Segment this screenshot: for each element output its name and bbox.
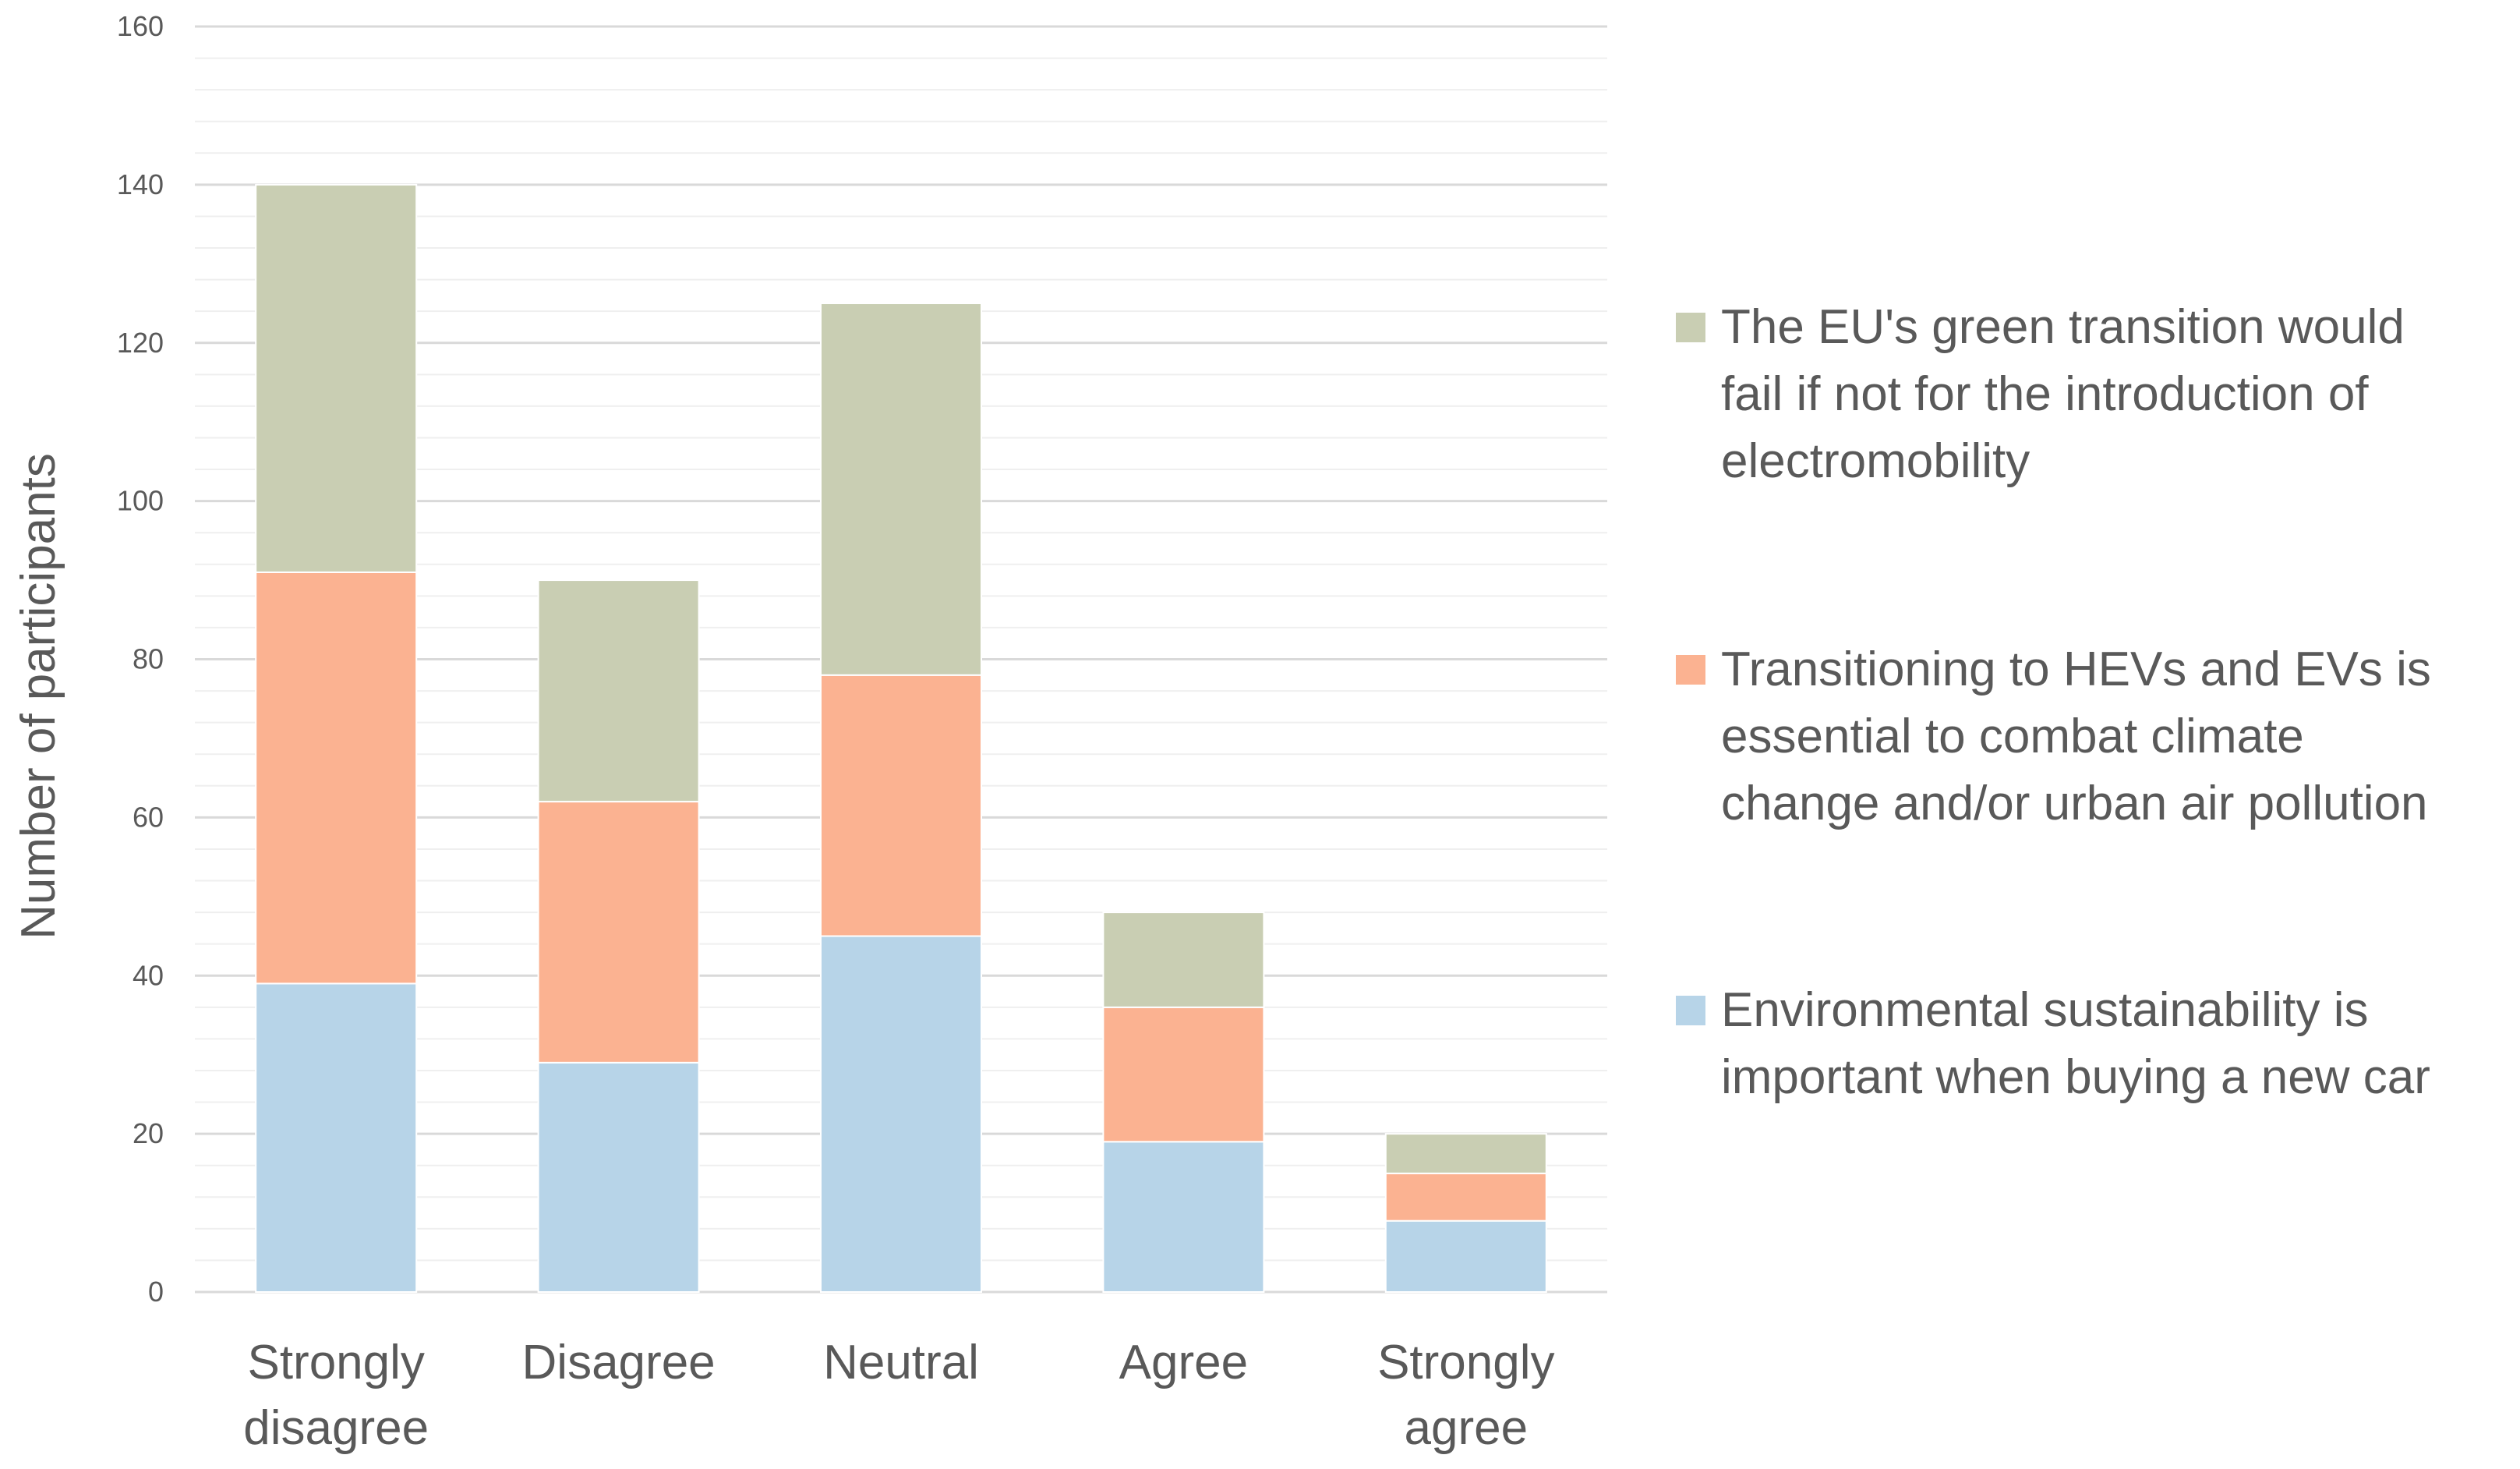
y-tick-label: 140 xyxy=(117,168,164,200)
bar-segment xyxy=(820,935,982,1293)
bar-segment xyxy=(1384,1133,1547,1174)
y-tick-label: 0 xyxy=(148,1276,164,1308)
legend-swatch xyxy=(1676,655,1705,685)
legend-swatch xyxy=(1676,313,1705,342)
bar-segment xyxy=(255,183,418,573)
bar-segment xyxy=(255,571,418,985)
x-category-label: Strongly agree xyxy=(1377,1336,1554,1455)
y-tick-label: 80 xyxy=(133,643,164,675)
y-tick-label: 120 xyxy=(117,327,164,359)
x-category-label: Neutral xyxy=(823,1336,979,1389)
bar-segment xyxy=(1384,1219,1547,1294)
legend-swatch xyxy=(1676,996,1705,1025)
bar-segment xyxy=(537,1061,700,1294)
bar-segment xyxy=(1102,1006,1265,1143)
bar-segment xyxy=(1384,1172,1547,1222)
bar-segment xyxy=(820,674,982,937)
bar-segment xyxy=(537,579,700,803)
legend-label: Environmental sustainability is important… xyxy=(1721,983,2430,1104)
bar-segment xyxy=(1102,1141,1265,1294)
legend-label: Transitioning to HEVs and EVs is essentia… xyxy=(1721,642,2431,830)
x-category-label: Strongly disagree xyxy=(243,1336,429,1455)
y-tick-label: 160 xyxy=(117,10,164,42)
x-axis-categories: Strongly disagree Disagree Neutral Agree Stro… xyxy=(243,1336,1554,1455)
y-axis-label: Number of participants xyxy=(12,453,65,940)
y-tick-label: 20 xyxy=(133,1117,164,1149)
legend-label: The EU's green transition would fail if n… xyxy=(1721,300,2405,488)
y-axis-ticks: 0 20 40 60 80 100 120 140 160 xyxy=(117,10,164,1308)
y-tick-label: 60 xyxy=(133,801,164,833)
bar-segment xyxy=(255,982,418,1294)
bars xyxy=(255,183,1547,1294)
x-category-label: Disagree xyxy=(522,1336,716,1389)
y-tick-label: 100 xyxy=(117,485,164,517)
bar-segment xyxy=(1102,911,1265,1008)
bar-segment xyxy=(820,303,982,676)
bar-segment xyxy=(537,801,700,1064)
y-tick-label: 40 xyxy=(133,959,164,991)
x-category-label: Agree xyxy=(1119,1336,1248,1389)
